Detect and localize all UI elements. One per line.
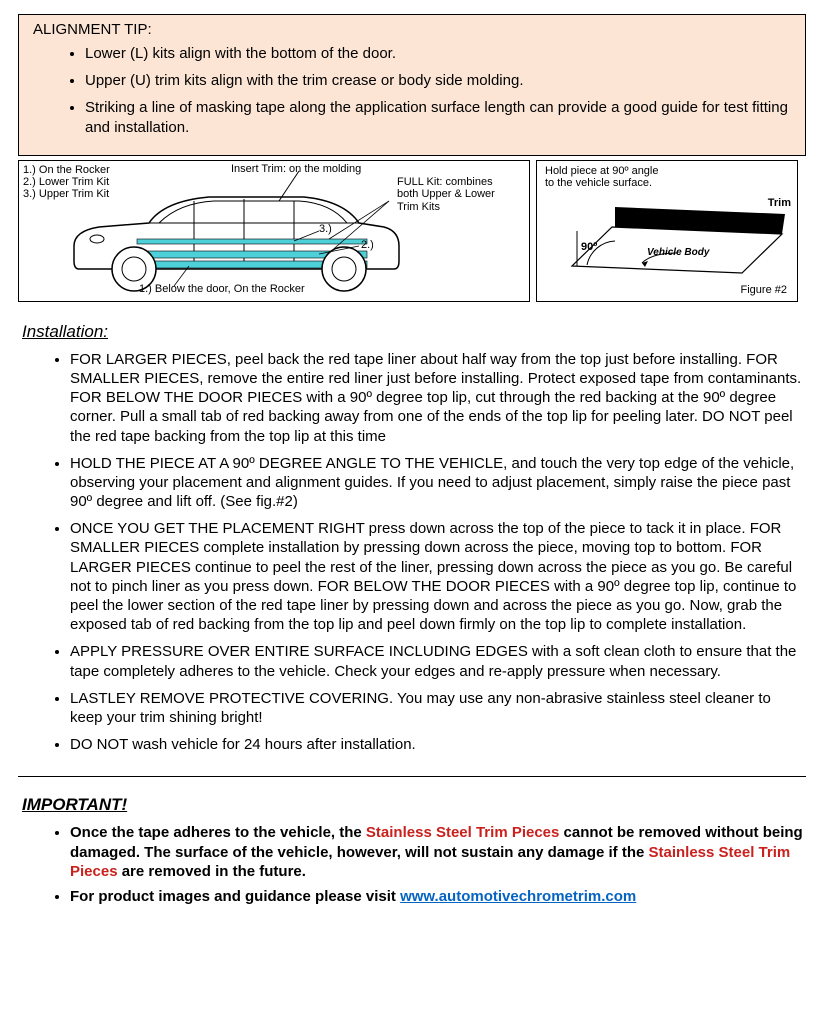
alignment-tip-title: ALIGNMENT TIP: xyxy=(33,21,152,38)
hold-line1: Hold piece at 90º angle xyxy=(545,165,659,178)
important-heading: IMPORTANT! xyxy=(22,795,806,815)
alignment-tip-box: ALIGNMENT TIP: Lower (L) kits align with… xyxy=(18,14,806,156)
pointer-2-label: 2.) xyxy=(361,239,374,252)
install-step: ONCE YOU GET THE PLACEMENT RIGHT press d… xyxy=(70,519,806,634)
install-step: APPLY PRESSURE OVER ENTIRE SURFACE INCLU… xyxy=(70,642,806,680)
important-item: Once the tape adheres to the vehicle, th… xyxy=(70,823,806,881)
diagram-angle: Hold piece at 90º angle to the vehicle s… xyxy=(536,160,798,302)
alignment-tip-list: Lower (L) kits align with the bottom of … xyxy=(33,44,791,137)
tip-item: Upper (U) trim kits align with the trim … xyxy=(85,71,791,90)
legend-1: 1.) On the Rocker xyxy=(23,164,110,177)
install-step: LASTLEY REMOVE PROTECTIVE COVERING. You … xyxy=(70,689,806,727)
install-step: HOLD THE PIECE AT A 90º DEGREE ANGLE TO … xyxy=(70,454,806,512)
installation-heading: Installation: xyxy=(22,322,806,342)
install-step: DO NOT wash vehicle for 24 hours after i… xyxy=(70,735,806,754)
below-door-label: 1.) Below the door, On the Rocker xyxy=(139,283,305,296)
important-item: For product images and guidance please v… xyxy=(70,887,806,906)
full-kit-label: FULL Kit: combines both Upper & Lower Tr… xyxy=(397,176,517,214)
figure-label: Figure #2 xyxy=(741,284,787,297)
trim-label: Trim xyxy=(768,197,791,210)
angle-label: 90º xyxy=(581,241,597,254)
pointer-3-label: 3.) xyxy=(319,223,332,236)
divider xyxy=(18,776,806,777)
important-text: For product images and guidance please v… xyxy=(70,888,400,905)
hold-line2: to the vehicle surface. xyxy=(545,177,652,190)
diagram-row: 1.) On the Rocker 2.) Lower Trim Kit 3.)… xyxy=(18,160,806,302)
important-list: Once the tape adheres to the vehicle, th… xyxy=(18,823,806,906)
install-step: FOR LARGER PIECES, peel back the red tap… xyxy=(70,350,806,446)
product-link[interactable]: www.automotivechrometrim.com xyxy=(400,888,636,905)
stainless-steel-text: Stainless Steel Trim Pieces xyxy=(366,824,559,841)
important-text: Once the tape adheres to the vehicle, th… xyxy=(70,824,366,841)
tip-item: Striking a line of masking tape along th… xyxy=(85,98,791,136)
tip-item: Lower (L) kits align with the bottom of … xyxy=(85,44,791,63)
diagram-car: 1.) On the Rocker 2.) Lower Trim Kit 3.)… xyxy=(18,160,530,302)
legend-2: 2.) Lower Trim Kit xyxy=(23,176,109,189)
legend-3: 3.) Upper Trim Kit xyxy=(23,188,109,201)
installation-list: FOR LARGER PIECES, peel back the red tap… xyxy=(18,350,806,755)
important-text: are removed in the future. xyxy=(118,863,306,880)
insert-trim-label: Insert Trim: on the molding xyxy=(231,163,361,176)
vehicle-body-label: Vehicle Body xyxy=(647,247,709,259)
